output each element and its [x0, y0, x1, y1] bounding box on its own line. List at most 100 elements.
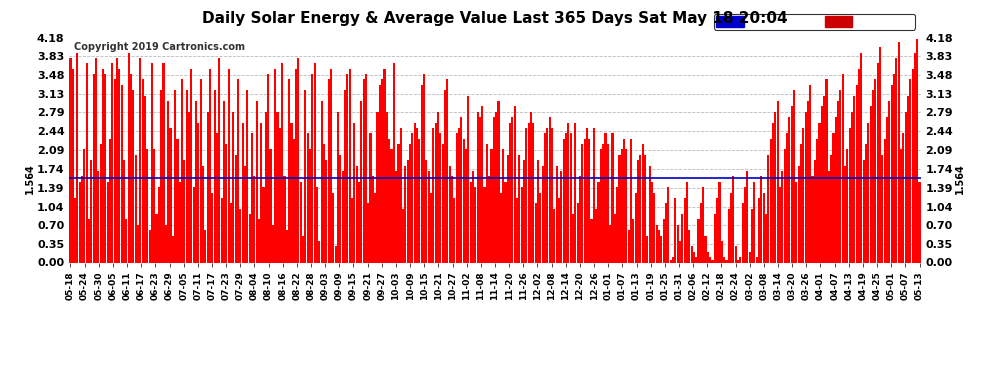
Bar	[250, 134, 253, 262]
Bar	[735, 246, 737, 262]
Bar	[155, 214, 157, 262]
Bar	[658, 230, 660, 262]
Bar	[172, 236, 174, 262]
Bar	[302, 236, 304, 262]
Bar	[226, 144, 228, 262]
Bar	[181, 80, 183, 262]
Bar	[133, 90, 135, 262]
Bar	[881, 155, 883, 262]
Bar	[174, 90, 176, 262]
Bar	[390, 150, 392, 262]
Bar	[502, 150, 504, 262]
Bar	[202, 166, 204, 262]
Bar	[255, 101, 257, 262]
Bar	[542, 166, 544, 262]
Bar	[379, 85, 381, 262]
Bar	[679, 241, 681, 262]
Bar	[179, 182, 181, 262]
Bar	[879, 47, 881, 262]
Bar	[295, 69, 297, 262]
Bar	[560, 171, 562, 262]
Bar	[551, 128, 553, 262]
Bar	[635, 192, 637, 262]
Bar	[853, 96, 855, 262]
Bar	[262, 187, 264, 262]
Bar	[700, 203, 702, 262]
Bar	[867, 123, 869, 262]
Bar	[795, 182, 797, 262]
Bar	[862, 160, 864, 262]
Bar	[800, 144, 802, 262]
Bar	[586, 128, 588, 262]
Bar	[237, 80, 239, 262]
Bar	[102, 69, 104, 262]
Bar	[193, 187, 195, 262]
Bar	[140, 58, 142, 262]
Bar	[414, 123, 416, 262]
Bar	[455, 134, 457, 262]
Bar	[660, 236, 662, 262]
Bar	[558, 198, 560, 262]
Bar	[526, 128, 528, 262]
Bar	[235, 155, 237, 262]
Bar	[902, 134, 904, 262]
Bar	[372, 176, 374, 262]
Bar	[579, 176, 581, 262]
Bar	[565, 134, 567, 262]
Bar	[307, 134, 309, 262]
Bar	[672, 257, 674, 262]
Bar	[169, 128, 171, 262]
Bar	[148, 230, 150, 262]
Bar	[409, 144, 411, 262]
Bar	[121, 85, 123, 262]
Bar	[247, 90, 248, 262]
Bar	[323, 144, 325, 262]
Bar	[304, 90, 307, 262]
Bar	[444, 90, 446, 262]
Bar	[640, 155, 642, 262]
Bar	[851, 112, 853, 262]
Bar	[909, 80, 911, 262]
Bar	[147, 150, 148, 262]
Legend: Average  ($), Daily  ($): Average ($), Daily ($)	[714, 14, 915, 30]
Bar	[383, 69, 385, 262]
Bar	[512, 117, 514, 262]
Bar	[348, 69, 350, 262]
Bar	[228, 69, 230, 262]
Bar	[528, 123, 530, 262]
Bar	[523, 160, 525, 262]
Bar	[200, 80, 202, 262]
Bar	[835, 117, 837, 262]
Bar	[393, 63, 395, 262]
Bar	[912, 69, 914, 262]
Bar	[598, 182, 600, 262]
Bar	[721, 241, 723, 262]
Bar	[648, 166, 650, 262]
Bar	[572, 214, 574, 262]
Bar	[869, 106, 872, 262]
Bar	[442, 144, 444, 262]
Bar	[74, 198, 76, 262]
Bar	[479, 117, 481, 262]
Bar	[905, 112, 907, 262]
Bar	[886, 117, 888, 262]
Bar	[537, 160, 540, 262]
Bar	[342, 171, 344, 262]
Bar	[698, 219, 700, 262]
Bar	[842, 74, 843, 262]
Bar	[326, 160, 328, 262]
Bar	[279, 128, 281, 262]
Bar	[674, 198, 676, 262]
Bar	[712, 260, 714, 262]
Bar	[440, 134, 442, 262]
Bar	[830, 155, 833, 262]
Bar	[264, 112, 267, 262]
Bar	[421, 85, 423, 262]
Bar	[248, 214, 250, 262]
Bar	[755, 257, 757, 262]
Bar	[437, 112, 439, 262]
Bar	[135, 155, 137, 262]
Bar	[274, 69, 276, 262]
Bar	[419, 139, 421, 262]
Bar	[197, 123, 199, 262]
